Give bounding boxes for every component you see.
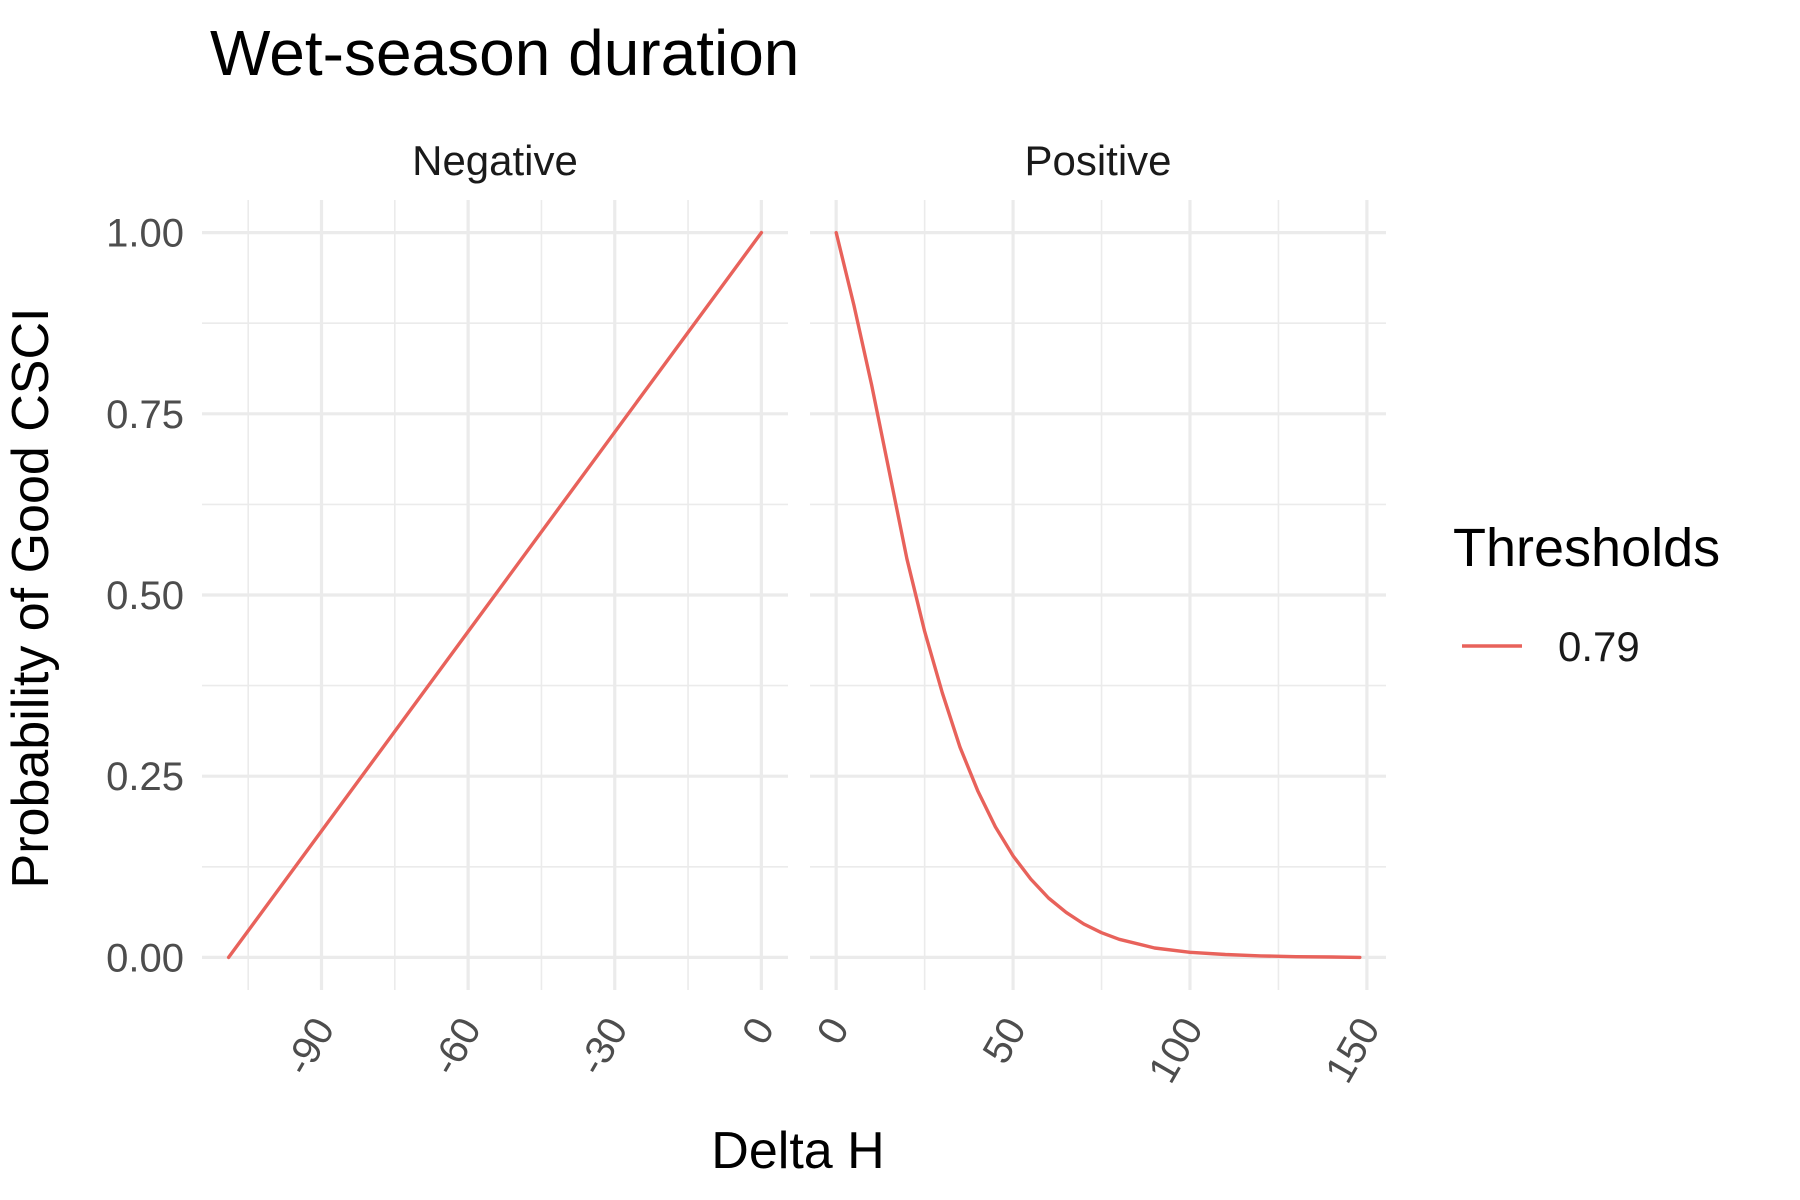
facet-strip-label: Positive bbox=[1024, 137, 1171, 184]
series-line-0.79 bbox=[834, 230, 1362, 960]
panel-negative: -90 -60 -30 0 Negative bbox=[202, 137, 788, 1083]
chart-title: Wet-season duration bbox=[210, 17, 799, 89]
x-tick-label: -60 bbox=[423, 1011, 490, 1083]
x-tick-label: -30 bbox=[570, 1011, 637, 1083]
x-tick-label: 150 bbox=[1317, 1011, 1388, 1091]
legend: Thresholds 0.79 bbox=[1453, 518, 1720, 670]
y-tick-label: 0.00 bbox=[106, 936, 184, 980]
y-axis-title: Probability of Good CSCI bbox=[2, 308, 60, 889]
y-tick-label: 0.50 bbox=[106, 574, 184, 618]
y-axis-ticks: 0.00 0.25 0.50 0.75 1.00 bbox=[106, 212, 184, 981]
x-tick-label: 50 bbox=[975, 1011, 1035, 1072]
y-tick-label: 1.00 bbox=[106, 212, 184, 256]
panels: -90 -60 -30 0 Negative 0 50 100 150 Positive bbox=[202, 137, 1389, 1090]
y-tick-label: 0.25 bbox=[106, 755, 184, 799]
legend-title: Thresholds bbox=[1453, 518, 1720, 578]
x-tick-label: 100 bbox=[1140, 1011, 1211, 1091]
legend-entry-label: 0.79 bbox=[1558, 623, 1640, 670]
x-axis-title: Delta H bbox=[711, 1122, 884, 1180]
x-tick-label: 0 bbox=[734, 1011, 783, 1052]
y-tick-label: 0.75 bbox=[106, 393, 184, 437]
x-tick-label: -90 bbox=[276, 1011, 343, 1083]
series-line-0.79 bbox=[226, 230, 764, 960]
facet-strip-label: Negative bbox=[412, 137, 578, 184]
panel-positive: 0 50 100 150 Positive bbox=[809, 137, 1389, 1090]
x-tick-label: 0 bbox=[809, 1011, 858, 1052]
